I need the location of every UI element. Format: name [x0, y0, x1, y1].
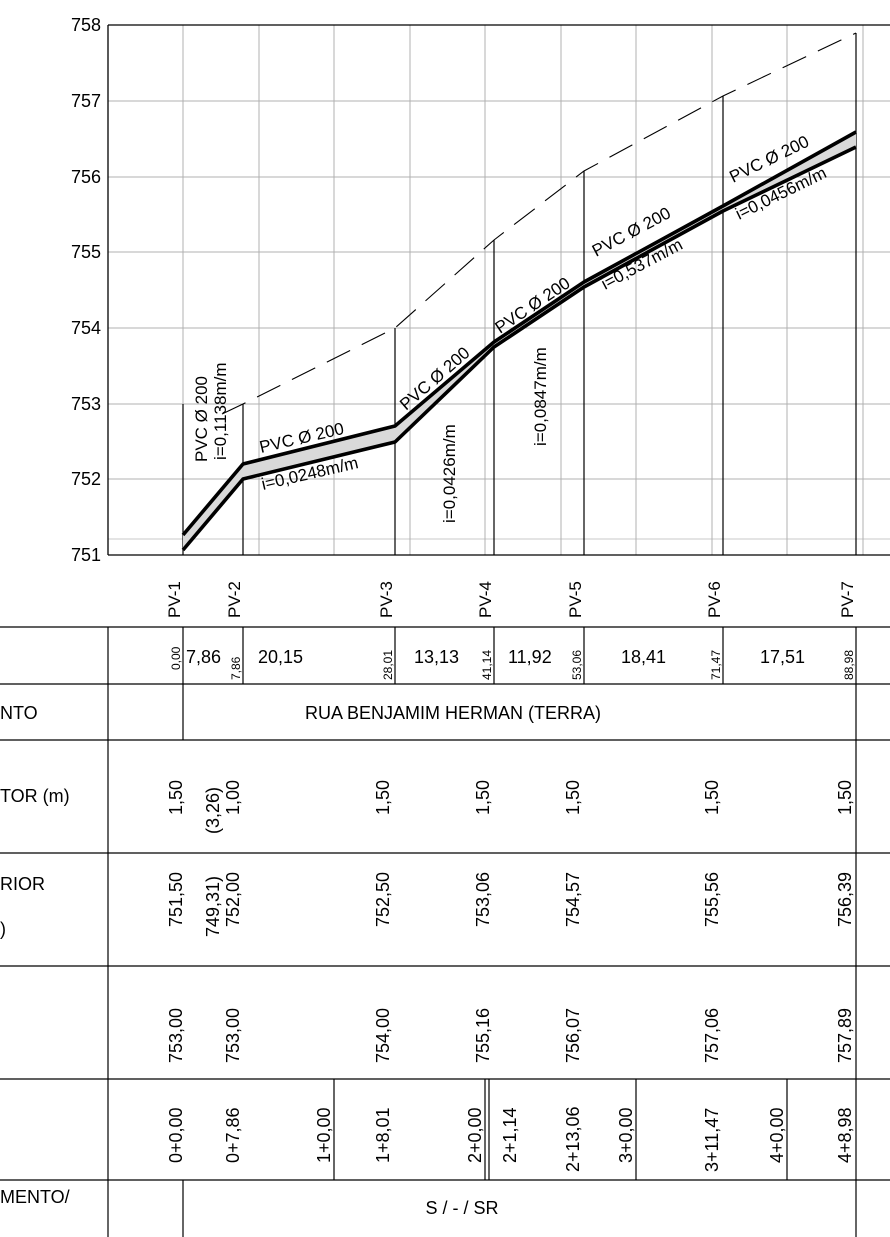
profile-grid — [108, 25, 890, 555]
row-label-pavement: MENTO/ — [0, 1187, 70, 1207]
depth-value: (3,26) — [203, 787, 223, 834]
invert-value: 753,06 — [473, 872, 493, 927]
segment-distance: 18,41 — [621, 647, 666, 667]
row-label-street: NTO — [0, 703, 38, 723]
cumulative-distance: 88,98 — [842, 650, 856, 680]
invert-value: 754,57 — [563, 872, 583, 927]
ground-value: 754,00 — [373, 1008, 393, 1063]
pipe-slope-label: i=0,0847m/m — [531, 347, 550, 446]
elevation-tick: 752 — [71, 469, 101, 489]
table-grid — [0, 626, 890, 1237]
elevation-tick: 756 — [71, 167, 101, 187]
station-value: 3+0,00 — [616, 1107, 636, 1163]
invert-value: 755,56 — [702, 872, 722, 927]
station-value: 0+7,86 — [223, 1107, 243, 1163]
manhole-label: PV-5 — [566, 581, 585, 618]
pipe-crown-line — [181, 130, 857, 537]
manhole-lines — [182, 33, 857, 555]
station-value: 2+13,06 — [563, 1106, 583, 1172]
row-label-depth: TOR (m) — [0, 786, 70, 806]
invert-value: 751,50 — [166, 872, 186, 927]
pipe-invert-line — [181, 145, 857, 552]
elevation-tick: 757 — [71, 91, 101, 111]
elevation-axis: 751 752 753 754 755 756 757 758 — [71, 15, 101, 565]
ground-value: 753,00 — [166, 1008, 186, 1063]
ground-value: 753,00 — [223, 1008, 243, 1063]
depth-value: 1,00 — [223, 780, 243, 815]
depth-value: 1,50 — [702, 780, 722, 815]
depth-row: 1,50 (3,26) 1,00 1,50 1,50 1,50 1,50 1,5… — [166, 780, 855, 834]
depth-value: 1,50 — [563, 780, 583, 815]
pipe-fill — [183, 132, 856, 550]
segment-distance: 17,51 — [760, 647, 805, 667]
ground-value: 757,06 — [702, 1008, 722, 1063]
cumulative-distance: 0,00 — [169, 646, 183, 670]
elevation-tick: 753 — [71, 394, 101, 414]
invert-value: 749,31) — [203, 876, 223, 937]
manhole-label: PV-6 — [705, 581, 724, 618]
ground-value: 756,07 — [563, 1008, 583, 1063]
cumulative-distance: 41,14 — [480, 650, 494, 680]
cumulative-distance: 71,47 — [709, 650, 723, 680]
segment-distance: 13,13 — [414, 647, 459, 667]
station-value: 3+11,47 — [702, 1108, 722, 1172]
depth-value: 1,50 — [166, 780, 186, 815]
profile-frame — [107, 24, 890, 556]
segment-distance: 20,15 — [258, 647, 303, 667]
depth-value: 1,50 — [373, 780, 393, 815]
pavement-value: S / - / SR — [425, 1198, 498, 1218]
ground-value: 755,16 — [473, 1008, 493, 1063]
ground-row: 753,00 753,00 754,00 755,16 756,07 757,0… — [166, 1008, 855, 1063]
depth-value: 1,50 — [835, 780, 855, 815]
row-label-invert: RIOR — [0, 874, 45, 894]
row-label-invert-unit: ) — [0, 919, 6, 939]
manhole-label: PV-3 — [377, 581, 396, 618]
invert-row: 751,50 749,31) 752,00 752,50 753,06 754,… — [166, 872, 855, 937]
row-labels: NTO TOR (m) RIOR ) MENTO/ — [0, 703, 70, 1207]
invert-value: 752,50 — [373, 872, 393, 927]
elevation-tick: 751 — [71, 545, 101, 565]
ground-line — [221, 32, 857, 415]
segment-distance: 7,86 — [186, 647, 221, 667]
invert-value: 752,00 — [223, 872, 243, 927]
station-value: 2+1,14 — [500, 1107, 520, 1163]
segment-distance: 11,92 — [508, 647, 552, 667]
manhole-label: PV-2 — [225, 581, 244, 618]
street-name: RUA BENJAMIM HERMAN (TERRA) — [305, 703, 601, 723]
pipe-slope-label: i=0,1138m/m — [211, 363, 230, 460]
station-value: 4+8,98 — [835, 1107, 855, 1163]
cumulative-distance: 28,01 — [381, 650, 395, 680]
station-value: 1+0,00 — [314, 1107, 334, 1163]
station-value: 2+0,00 — [465, 1107, 485, 1163]
station-value: 1+8,01 — [373, 1107, 393, 1163]
station-value: 4+0,00 — [767, 1107, 787, 1163]
elevation-tick: 754 — [71, 318, 101, 338]
pipe-diameter-label: PVC Ø 200 — [192, 376, 211, 462]
ground-value: 757,89 — [835, 1008, 855, 1063]
distance-row: 0,00 7,86 28,01 41,14 53,06 71,47 88,98 … — [169, 646, 856, 680]
manhole-labels: PV-1 PV-2 PV-3 PV-4 PV-5 PV-6 PV-7 — [165, 581, 857, 618]
invert-value: 756,39 — [835, 872, 855, 927]
manhole-label: PV-7 — [838, 581, 857, 618]
station-value: 0+0,00 — [166, 1107, 186, 1163]
pipe-slope-label: i=0,0426m/m — [440, 424, 459, 523]
manhole-label: PV-4 — [476, 581, 495, 618]
station-row: 0+0,00 0+7,86 1+0,00 1+8,01 2+0,00 2+1,1… — [166, 1106, 855, 1172]
elevation-tick: 755 — [71, 242, 101, 262]
depth-value: 1,50 — [473, 780, 493, 815]
cumulative-distance: 7,86 — [229, 656, 243, 680]
cumulative-distance: 53,06 — [570, 650, 584, 680]
manhole-label: PV-1 — [165, 581, 184, 618]
elevation-tick: 758 — [71, 15, 101, 35]
